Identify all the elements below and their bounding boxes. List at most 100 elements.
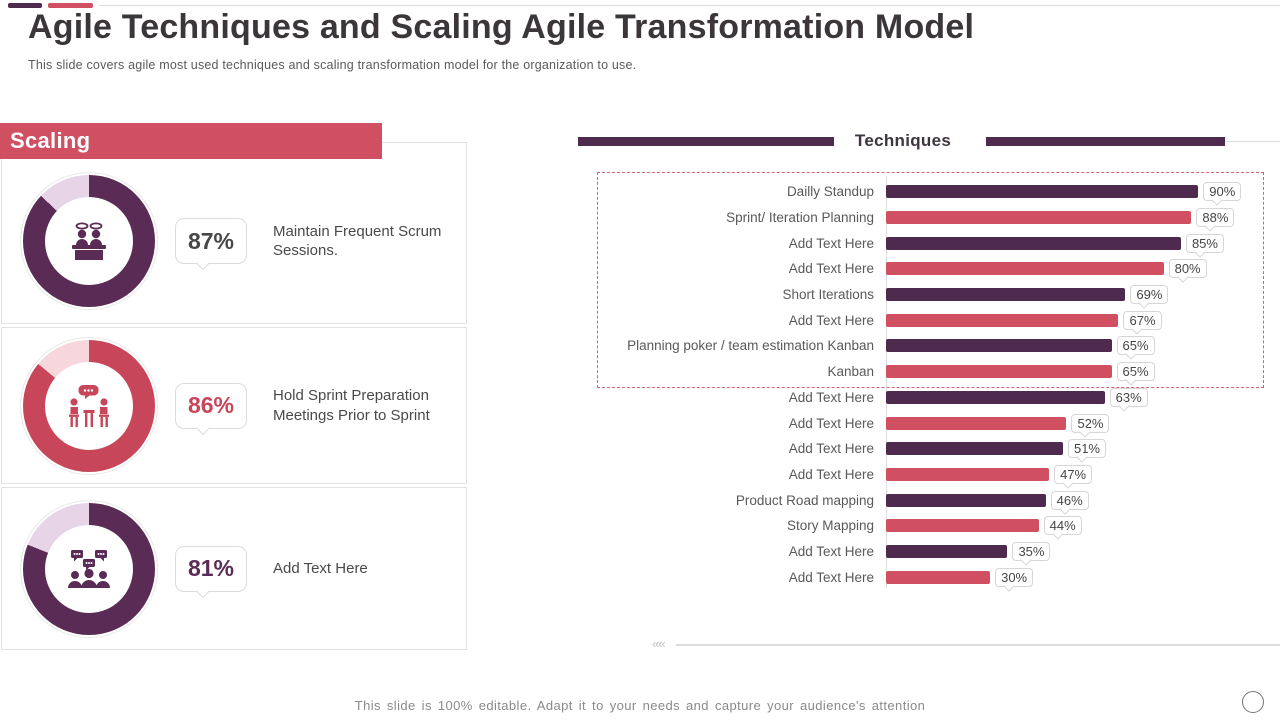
percent-callout: 81% — [175, 545, 247, 592]
bar — [886, 442, 1063, 456]
donut-chart-81 — [23, 502, 155, 635]
donut-chart-87 — [23, 175, 155, 307]
donut-hole — [45, 197, 133, 285]
bar-value-chip: 69% — [1130, 285, 1169, 305]
scaling-item-description: Maintain Frequent Scrum Sessions. — [273, 222, 442, 260]
bar-value-chip: 35% — [1012, 541, 1051, 561]
percent-callout: 86% — [175, 382, 247, 429]
bar-value-chip: 44% — [1043, 516, 1082, 536]
bar-category-label: Story Mapping — [786, 518, 874, 534]
techniques-header-rule-right — [986, 137, 1225, 146]
scaling-item-description: Hold Sprint Preparation Meetings Prior t… — [273, 387, 430, 424]
top-accent-red — [48, 3, 93, 8]
bar-row: Add Text Here 80% — [590, 256, 1280, 282]
donut-chart-86 — [23, 339, 155, 472]
bar-row: Story Mapping 44% — [590, 513, 1280, 539]
bar-category-label: Add Text Here — [788, 569, 874, 585]
techniques-bar-chart: Dailly Standup 90% Sprint/ Iteration Plann… — [590, 172, 1280, 592]
bar-value-chip: 52% — [1071, 413, 1110, 433]
bar-value-chip: 65% — [1116, 362, 1155, 382]
corner-circle-decoration — [1242, 691, 1264, 713]
bar-row: Add Text Here 63% — [590, 385, 1280, 411]
bar-value-chip: 51% — [1067, 439, 1106, 459]
scaling-card-1: 87% Maintain Frequent Scrum Sessions. — [1, 142, 467, 324]
chart-baseline-axis — [886, 176, 887, 588]
bar-row: Sprint/ Iteration Planning 88% — [590, 205, 1280, 231]
scaling-section-header: Scaling — [0, 123, 382, 159]
top-accent-purple — [8, 3, 42, 8]
bar — [886, 236, 1181, 250]
bar-row: Dailly Standup 90% — [590, 179, 1280, 205]
bar — [886, 262, 1164, 276]
bar-value-chip: 88% — [1196, 208, 1235, 228]
donut-hole — [45, 524, 133, 613]
bar — [886, 493, 1046, 507]
bar — [886, 288, 1126, 302]
page-title: Agile Techniques and Scaling Agile Trans… — [28, 8, 975, 46]
bar-category-label: Short Iterations — [782, 287, 874, 303]
bar-category-label: Add Text Here — [788, 466, 874, 482]
bottom-divider-line — [676, 644, 1280, 646]
percent-callout: 87% — [175, 218, 247, 264]
bar-row: Add Text Here 51% — [590, 436, 1280, 462]
sprint-meeting-icon — [69, 384, 109, 427]
percent-value: 87% — [187, 227, 235, 254]
bar-category-label: Add Text Here — [788, 312, 874, 328]
bar-category-label: Planning poker / team estimation Kanban — [627, 338, 874, 354]
bar-rows: Dailly Standup 90% Sprint/ Iteration Plann… — [590, 179, 1280, 590]
bar-value-chip: 46% — [1050, 490, 1089, 510]
scaling-card-3: 81% Add Text Here — [1, 487, 467, 650]
bar-category-label: Add Text Here — [788, 441, 874, 457]
bar-category-label: Add Text Here — [788, 261, 874, 277]
techniques-header-line — [1225, 141, 1280, 142]
bar-category-label: Product Road mapping — [735, 492, 874, 508]
bar-row: Add Text Here 52% — [590, 410, 1280, 436]
bar-value-chip: 80% — [1168, 259, 1207, 279]
bar — [886, 211, 1192, 225]
bar — [886, 185, 1199, 199]
bar-category-label: Sprint/ Iteration Planning — [726, 210, 874, 226]
bar-row: Add Text Here 67% — [590, 307, 1280, 333]
bar — [886, 570, 991, 584]
techniques-header-rule-left — [578, 137, 834, 146]
percent-value: 81% — [187, 555, 235, 581]
bar — [886, 544, 1008, 558]
bar — [886, 339, 1112, 353]
bar-value-chip: 85% — [1185, 233, 1224, 253]
bar-row: Add Text Here 30% — [590, 564, 1280, 590]
bar-category-label: Add Text Here — [788, 415, 874, 431]
footer-note: This slide is 100% editable. Adapt it to… — [354, 698, 926, 713]
scaling-card-2: 86% Hold Sprint Preparation Meetings Pri… — [1, 327, 467, 484]
donut-hole — [45, 361, 133, 450]
bar-row: Kanban 65% — [590, 359, 1280, 385]
bar-row: Add Text Here 35% — [590, 539, 1280, 565]
bar-row: Short Iterations 69% — [590, 282, 1280, 308]
bar-category-label: Kanban — [827, 364, 874, 380]
bar-category-label: Add Text Here — [788, 389, 874, 405]
bar-value-chip: 67% — [1123, 310, 1162, 330]
scaling-item-description: Add Text Here — [273, 559, 368, 577]
team-discussion-icon — [68, 549, 110, 588]
page-subtitle: This slide covers agile most used techni… — [28, 58, 637, 72]
bar-category-label: Add Text Here — [788, 543, 874, 559]
bar — [886, 519, 1039, 533]
bar-row: Planning poker / team estimation Kanban 6… — [590, 333, 1280, 359]
bar — [886, 467, 1050, 481]
bar — [886, 313, 1119, 327]
collapse-chevrons-icon: ««« — [652, 636, 666, 651]
podium-team-icon — [72, 222, 106, 260]
bar-category-label: Dailly Standup — [786, 184, 874, 200]
techniques-section-header: Techniques — [854, 131, 952, 150]
bar-row: Product Road mapping 46% — [590, 487, 1280, 513]
bar-row: Add Text Here 47% — [590, 462, 1280, 488]
bar — [886, 390, 1105, 404]
bar-value-chip: 65% — [1116, 336, 1155, 356]
percent-value: 86% — [187, 392, 235, 418]
top-divider-line — [99, 5, 1280, 6]
bar-category-label: Add Text Here — [788, 235, 874, 251]
bar-value-chip: 63% — [1109, 387, 1148, 407]
bar — [886, 416, 1067, 430]
bar-row: Add Text Here 85% — [590, 230, 1280, 256]
bar — [886, 365, 1112, 379]
bar-value-chip: 30% — [995, 567, 1034, 587]
